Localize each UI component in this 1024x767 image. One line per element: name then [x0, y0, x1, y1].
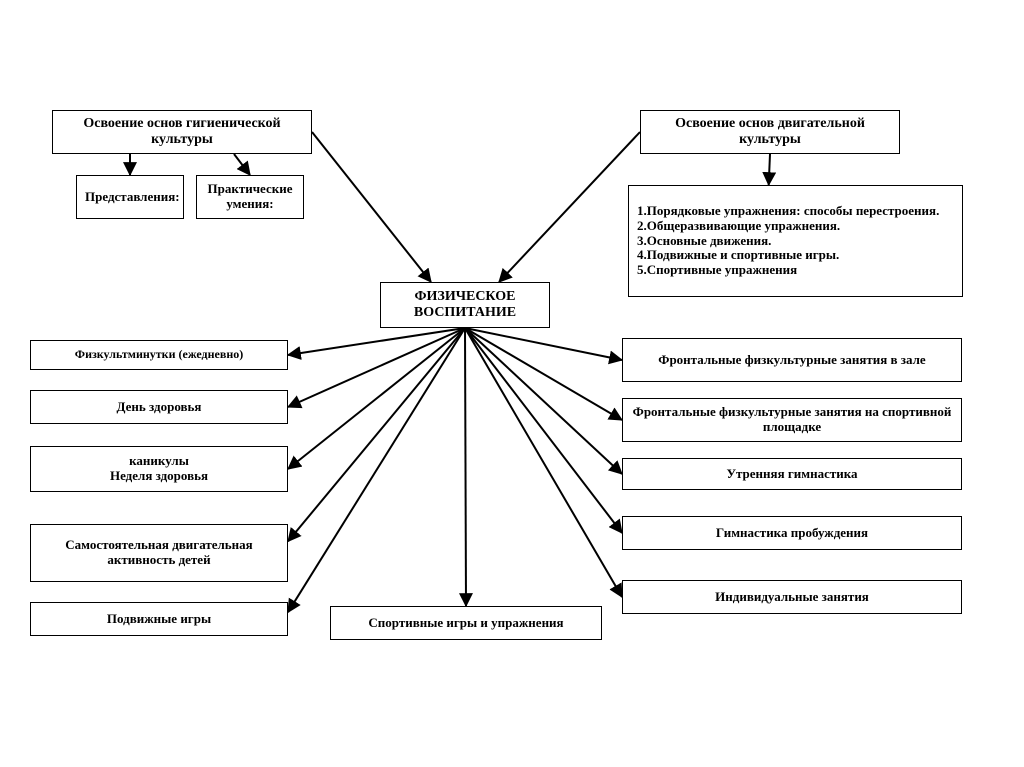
node-label: День здоровья: [39, 400, 279, 415]
node-label: Индивидуальные занятия: [631, 590, 953, 605]
node-label: Самостоятельная двигательная активность …: [39, 538, 279, 568]
edge-center-l_holidays: [288, 328, 465, 469]
edge-motorRoot-center: [499, 132, 640, 282]
diagram-stage: Освоение основ гигиенической культуры Пре…: [0, 0, 1024, 767]
node-l_games: Подвижные игры: [30, 602, 288, 636]
node-label: Освоение основ гигиенической культуры: [61, 116, 303, 148]
edge-center-r_morning: [465, 328, 622, 474]
edge-center-l_healthday: [288, 328, 465, 407]
node-label: Освоение основ двигательной культуры: [649, 116, 891, 148]
node-label: Подвижные игры: [39, 612, 279, 627]
node-repres: Представления:: [76, 175, 184, 219]
node-label: Фронтальные физкультурные занятия в зале: [631, 353, 953, 368]
edge-center-bottom: [465, 328, 466, 606]
node-label: Физкультминутки (ежедневно): [39, 348, 279, 362]
node-bottom: Спортивные игры и упражнения: [330, 606, 602, 640]
node-practical: Практические умения:: [196, 175, 304, 219]
node-label: Практические умения:: [205, 182, 295, 212]
node-label: 1.Порядковые упражнения: способы перестр…: [637, 204, 954, 279]
edge-center-r_front_field: [465, 328, 622, 420]
node-motorList: 1.Порядковые упражнения: способы перестр…: [628, 185, 963, 297]
node-label: Представления:: [85, 190, 175, 205]
node-label: Фронтальные физкультурные занятия на спо…: [631, 405, 953, 435]
node-label: Гимнастика пробуждения: [631, 526, 953, 541]
node-r_front_hall: Фронтальные физкультурные занятия в зале: [622, 338, 962, 382]
edge-center-l_selfact: [288, 328, 465, 541]
node-r_wake: Гимнастика пробуждения: [622, 516, 962, 550]
edge-center-l_games: [288, 328, 465, 612]
node-label: Спортивные игры и упражнения: [339, 616, 593, 631]
edge-center-l_daily: [288, 328, 465, 355]
edge-hygieneRoot-center: [312, 132, 431, 282]
edge-motorRoot-motorList: [769, 154, 770, 185]
node-label: каникулыНеделя здоровья: [39, 454, 279, 484]
node-label: ФИЗИЧЕСКОЕ ВОСПИТАНИЕ: [389, 289, 541, 321]
edge-center-r_wake: [465, 328, 622, 533]
node-motorRoot: Освоение основ двигательной культуры: [640, 110, 900, 154]
node-r_indiv: Индивидуальные занятия: [622, 580, 962, 614]
node-l_healthday: День здоровья: [30, 390, 288, 424]
edge-center-r_indiv: [465, 328, 622, 597]
node-r_morning: Утренняя гимнастика: [622, 458, 962, 490]
node-hygieneRoot: Освоение основ гигиенической культуры: [52, 110, 312, 154]
node-center: ФИЗИЧЕСКОЕ ВОСПИТАНИЕ: [380, 282, 550, 328]
edge-hygieneRoot-practical: [234, 154, 250, 175]
node-r_front_field: Фронтальные физкультурные занятия на спо…: [622, 398, 962, 442]
edge-center-r_front_hall: [465, 328, 622, 360]
node-label: Утренняя гимнастика: [631, 467, 953, 482]
node-l_daily: Физкультминутки (ежедневно): [30, 340, 288, 370]
node-l_holidays: каникулыНеделя здоровья: [30, 446, 288, 492]
node-l_selfact: Самостоятельная двигательная активность …: [30, 524, 288, 582]
